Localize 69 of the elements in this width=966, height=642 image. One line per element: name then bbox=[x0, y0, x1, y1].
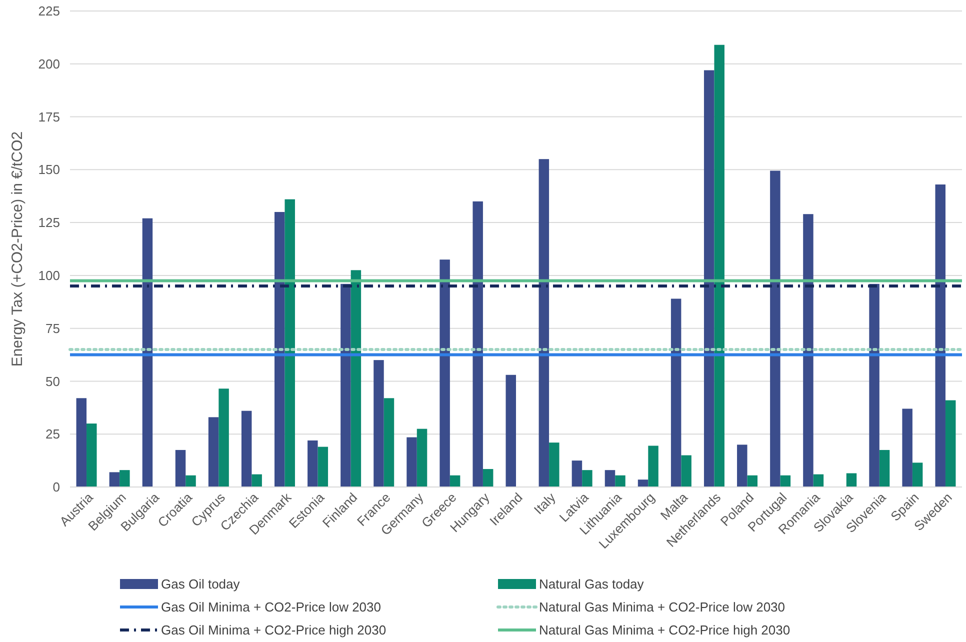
bar bbox=[638, 480, 648, 487]
bar bbox=[241, 410, 252, 487]
bar bbox=[308, 440, 318, 487]
y-axis-title: Energy Tax (+CO2-Price) in €/tCO2 bbox=[9, 131, 26, 367]
bar bbox=[472, 201, 483, 487]
y-tick-label: 50 bbox=[46, 374, 60, 389]
bar bbox=[318, 446, 328, 487]
x-tick-label: Italy bbox=[530, 489, 559, 518]
y-tick-label: 175 bbox=[38, 109, 60, 124]
bar bbox=[120, 470, 130, 487]
bar bbox=[284, 199, 295, 487]
y-tick-label: 150 bbox=[38, 162, 60, 178]
bar bbox=[747, 475, 758, 487]
bar bbox=[945, 400, 956, 487]
legend-label: Natural Gas today bbox=[539, 576, 644, 592]
bar bbox=[274, 212, 285, 487]
y-tick-label: 225 bbox=[38, 4, 60, 19]
legend-label: Gas Oil today bbox=[161, 576, 240, 592]
bar bbox=[374, 360, 384, 487]
bar bbox=[186, 475, 196, 487]
bar bbox=[737, 444, 748, 487]
bar bbox=[175, 450, 186, 487]
bar bbox=[780, 475, 791, 487]
bar bbox=[770, 170, 780, 487]
y-tick-label: 75 bbox=[46, 320, 60, 336]
bar bbox=[648, 446, 658, 487]
bar bbox=[538, 159, 550, 487]
bar bbox=[902, 408, 912, 487]
bar bbox=[440, 260, 450, 487]
bar bbox=[803, 214, 814, 487]
bar bbox=[549, 442, 560, 487]
bar bbox=[714, 44, 724, 487]
bar bbox=[208, 417, 219, 487]
bar bbox=[109, 472, 120, 487]
bar bbox=[450, 475, 460, 487]
bar bbox=[604, 470, 616, 487]
bar bbox=[879, 450, 890, 487]
legend-label: Gas Oil Minima + CO2-Price low 2030 bbox=[161, 600, 381, 615]
bar bbox=[416, 428, 428, 487]
bar bbox=[582, 470, 592, 487]
bar bbox=[846, 473, 857, 487]
bar bbox=[340, 284, 351, 487]
y-tick-label: 0 bbox=[52, 480, 60, 495]
bar bbox=[406, 437, 417, 487]
bar bbox=[572, 460, 582, 487]
bar bbox=[482, 469, 494, 487]
bar bbox=[704, 70, 714, 487]
y-tick-label: 200 bbox=[38, 56, 60, 72]
y-tick-label: 25 bbox=[46, 426, 60, 442]
bar bbox=[142, 218, 153, 487]
bar bbox=[615, 475, 626, 487]
bar bbox=[869, 284, 880, 487]
bar bbox=[384, 398, 394, 487]
y-tick-label: 125 bbox=[38, 215, 60, 230]
bar bbox=[218, 388, 229, 487]
legend-label: Natural Gas Minima + CO2-Price low 2030 bbox=[539, 600, 786, 615]
bar bbox=[506, 374, 516, 487]
bar bbox=[76, 398, 87, 487]
bar bbox=[86, 424, 97, 487]
bar bbox=[681, 455, 692, 487]
bar bbox=[252, 474, 262, 487]
legend-label: Gas Oil Minima + CO2-Price high 2030 bbox=[161, 622, 386, 638]
bar bbox=[813, 474, 824, 487]
bar bbox=[670, 298, 682, 487]
bar bbox=[935, 184, 946, 487]
legend-label: Natural Gas Minima + CO2-Price high 2030 bbox=[539, 622, 790, 638]
bar bbox=[350, 270, 362, 487]
bar bbox=[912, 462, 923, 487]
y-tick-label: 100 bbox=[38, 268, 60, 283]
